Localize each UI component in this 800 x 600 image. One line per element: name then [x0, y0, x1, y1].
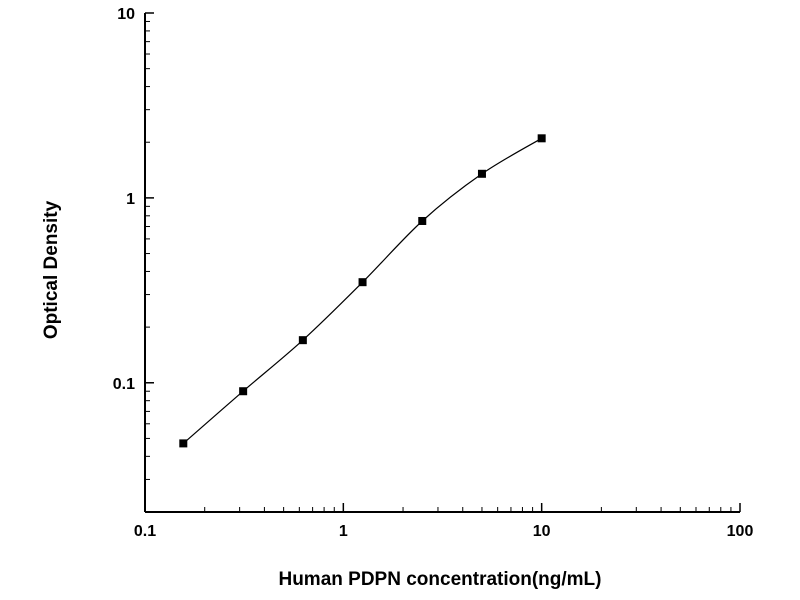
x-tick-label: 10 — [533, 523, 551, 540]
data-point-marker — [358, 278, 367, 287]
y-tick-label: 0.1 — [113, 376, 135, 393]
data-point-marker — [418, 216, 427, 225]
x-tick-label: 0.1 — [134, 523, 156, 540]
y-axis-title: Optical Density — [41, 200, 62, 339]
x-axis-title: Human PDPN concentration(ng/mL) — [278, 569, 601, 590]
y-tick-label: 10 — [117, 6, 135, 23]
data-point-marker — [477, 169, 486, 178]
data-point-marker — [537, 134, 546, 143]
plot-area: 0.1 1 10 100 0.1 1 10 — [113, 6, 754, 540]
fit-curve — [182, 137, 543, 444]
x-tick-label: 100 — [727, 523, 754, 540]
data-point-marker — [239, 387, 248, 396]
data-point-marker — [179, 439, 188, 448]
x-tick-label: 1 — [339, 523, 348, 540]
y-tick-label: 1 — [126, 191, 135, 208]
data-point-marker — [298, 336, 307, 345]
